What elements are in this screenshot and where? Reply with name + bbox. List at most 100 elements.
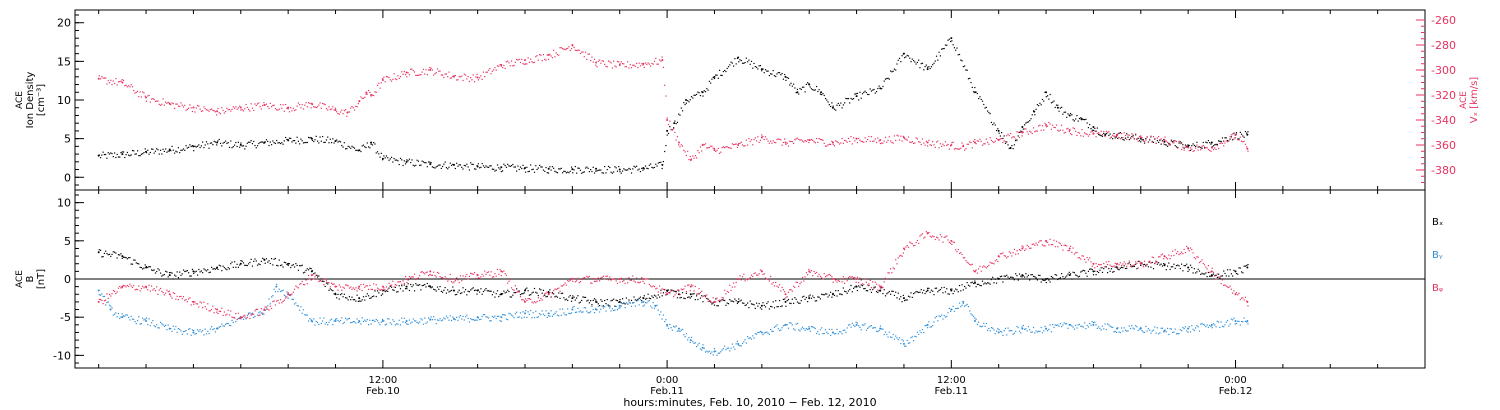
trace-point <box>995 259 998 261</box>
trace-point <box>1243 140 1245 142</box>
trace-point <box>1203 324 1206 326</box>
data-point <box>334 109 337 111</box>
trace-point <box>530 294 532 296</box>
data-point <box>974 320 976 322</box>
trace-point <box>1123 327 1125 329</box>
trace-point <box>125 314 127 316</box>
trace-point <box>904 299 906 302</box>
trace-point <box>789 289 791 291</box>
trace-point <box>324 141 326 144</box>
trace-point <box>360 283 362 286</box>
trace-point <box>789 322 791 324</box>
trace-point <box>319 280 321 282</box>
trace-point <box>413 320 416 322</box>
trace-point <box>904 138 906 140</box>
trace-point <box>336 285 338 288</box>
trace-point <box>888 331 890 333</box>
trace-point <box>385 286 388 288</box>
trace-point <box>1182 326 1184 329</box>
trace-point <box>99 157 102 159</box>
trace-point <box>1069 245 1072 247</box>
trace-point <box>394 284 396 286</box>
trace-point <box>425 69 427 71</box>
trace-point <box>1161 140 1164 142</box>
trace-point <box>799 283 801 285</box>
trace-point <box>314 324 316 326</box>
trace-point <box>408 275 411 278</box>
trace-point <box>309 278 311 280</box>
trace-point <box>190 304 192 306</box>
trace-point <box>230 310 232 312</box>
trace-point <box>139 323 141 325</box>
trace-point <box>225 140 227 142</box>
trace-point <box>1131 266 1133 268</box>
trace-point <box>390 284 393 286</box>
trace-point <box>426 282 428 285</box>
trace-point <box>1075 118 1077 120</box>
trace-point <box>147 95 149 97</box>
trace-point <box>162 98 164 100</box>
trace-point <box>1238 139 1240 141</box>
trace-point <box>602 305 605 307</box>
trace-point <box>1039 274 1041 277</box>
trace-point <box>1039 102 1041 104</box>
trace-point <box>930 326 933 328</box>
trace-point <box>464 289 467 291</box>
trace-point <box>1078 117 1081 120</box>
trace-point <box>693 293 695 295</box>
trace-point <box>1024 276 1026 278</box>
trace-point <box>1193 257 1195 259</box>
trace-point <box>1089 133 1091 136</box>
trace-point <box>628 67 630 69</box>
trace-point <box>943 145 945 147</box>
trace-point <box>706 294 708 296</box>
trace-point <box>429 319 431 321</box>
trace-point <box>1143 142 1146 144</box>
trace-point <box>933 294 935 296</box>
trace-point <box>946 315 948 317</box>
trace-point <box>304 104 306 106</box>
trace-point <box>1077 324 1079 326</box>
trace-point <box>596 66 598 68</box>
trace-point <box>907 295 910 297</box>
trace-point <box>195 146 197 148</box>
trace-point <box>297 102 299 104</box>
trace-point <box>568 46 570 48</box>
trace-point <box>688 296 690 298</box>
trace-point <box>508 280 510 282</box>
trace-point <box>675 123 677 125</box>
trace-point <box>159 287 162 290</box>
trace-point <box>1220 321 1222 323</box>
trace-point <box>278 259 280 261</box>
trace-point <box>556 53 559 56</box>
trace-point <box>403 282 405 285</box>
trace-point <box>847 137 850 140</box>
trace-point <box>491 276 493 278</box>
trace-point <box>253 316 255 319</box>
trace-point <box>373 94 375 97</box>
trace-point <box>586 58 588 60</box>
trace-point <box>997 128 999 130</box>
trace-point <box>850 276 852 278</box>
trace-point <box>551 166 553 168</box>
trace-point <box>727 66 730 68</box>
trace-point <box>1011 137 1013 139</box>
trace-point <box>773 141 776 144</box>
trace-point <box>565 298 568 300</box>
trace-point <box>463 164 465 167</box>
trace-point <box>225 323 227 326</box>
bottom-panel-series <box>97 231 1249 356</box>
trace-point <box>1178 254 1180 256</box>
trace-point <box>1075 130 1077 132</box>
trace-point <box>182 269 185 271</box>
trace-point <box>938 315 940 317</box>
trace-point <box>402 321 404 323</box>
trace-point <box>553 293 555 295</box>
trace-point <box>914 142 916 144</box>
trace-point <box>1081 325 1083 327</box>
trace-point <box>599 169 601 171</box>
trace-point <box>1216 320 1218 322</box>
trace-point <box>435 290 437 292</box>
trace-point <box>768 280 770 282</box>
trace-point <box>200 302 202 304</box>
